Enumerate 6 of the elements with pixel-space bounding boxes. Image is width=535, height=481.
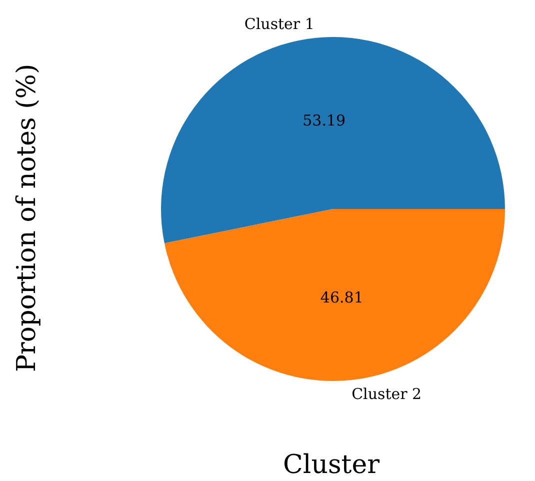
data-label: 46.81: [320, 288, 364, 307]
slice-label: Cluster 1: [244, 15, 314, 34]
slice-label: Cluster 2: [352, 384, 422, 403]
text: Cluster: [283, 450, 380, 480]
text: Proportion of notes (%): [12, 64, 42, 372]
data-label: 53.19: [302, 111, 346, 130]
